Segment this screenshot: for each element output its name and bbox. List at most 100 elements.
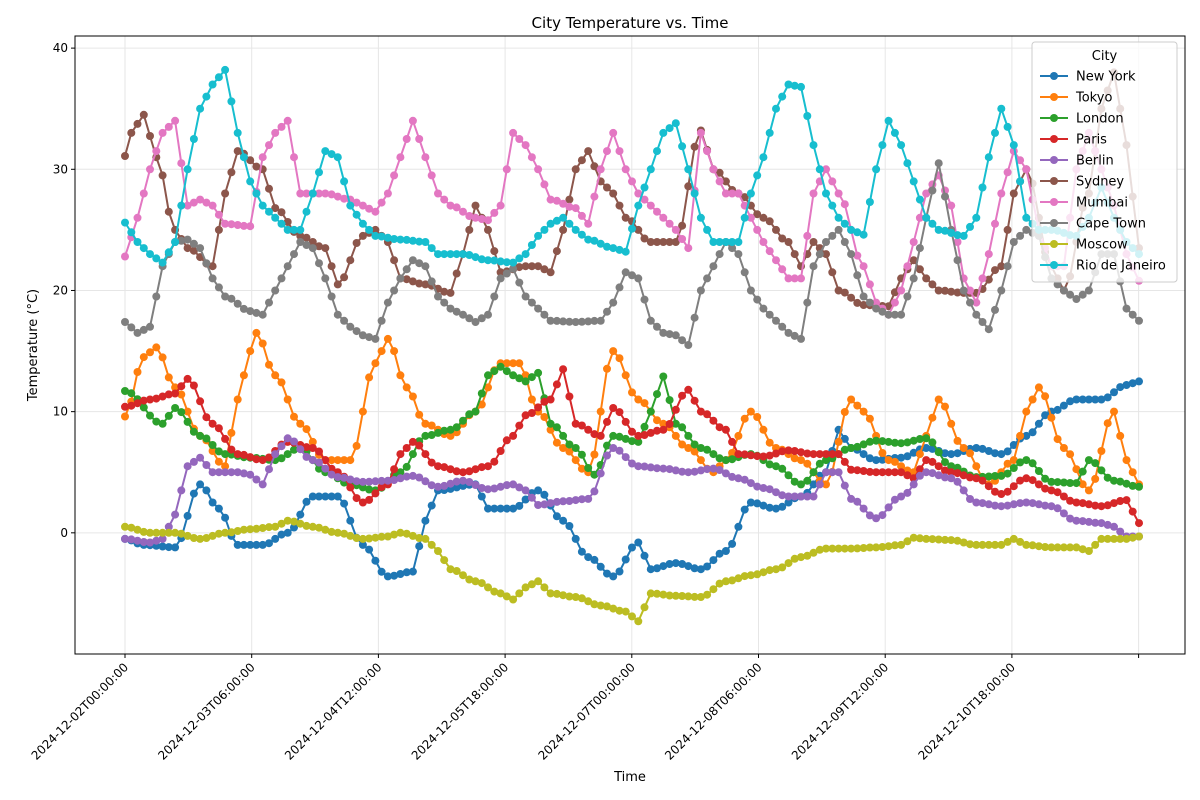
data-point — [577, 547, 586, 556]
data-point — [477, 389, 486, 398]
data-point — [221, 513, 230, 522]
data-point — [183, 244, 192, 253]
data-point — [784, 559, 793, 568]
data-point — [258, 540, 267, 549]
data-point — [477, 484, 486, 492]
data-point — [383, 532, 392, 541]
data-point — [759, 238, 768, 246]
data-point — [1135, 519, 1143, 528]
data-point — [628, 388, 636, 397]
data-point — [177, 159, 186, 168]
data-point — [1003, 447, 1012, 456]
data-point — [465, 225, 474, 234]
data-point — [127, 228, 136, 237]
data-point — [1053, 478, 1062, 487]
data-point — [221, 219, 230, 228]
data-point — [984, 472, 993, 481]
data-point — [778, 92, 787, 101]
data-point — [928, 469, 937, 478]
data-point — [634, 437, 643, 446]
data-point — [797, 553, 805, 562]
data-point — [521, 262, 530, 271]
data-point — [577, 317, 586, 326]
data-point — [1028, 499, 1037, 508]
data-point — [890, 495, 899, 504]
data-point — [258, 456, 267, 465]
legend-swatch-marker — [1050, 72, 1058, 80]
data-point — [621, 371, 630, 380]
data-point — [534, 304, 543, 313]
data-point — [978, 540, 987, 549]
data-point — [189, 198, 198, 207]
data-point — [171, 238, 180, 246]
data-point — [202, 461, 211, 469]
data-point — [496, 504, 505, 513]
data-point — [283, 528, 292, 537]
data-point — [778, 234, 787, 243]
data-point — [646, 165, 655, 174]
data-point — [790, 81, 799, 90]
data-point — [477, 492, 486, 501]
data-point — [678, 235, 687, 243]
data-point — [934, 286, 943, 295]
data-point — [703, 465, 712, 474]
data-point — [966, 449, 974, 458]
data-point — [502, 359, 511, 368]
data-point — [133, 213, 142, 222]
data-point — [277, 219, 286, 228]
data-point — [577, 594, 586, 603]
data-point — [571, 444, 580, 452]
data-point — [302, 497, 311, 506]
data-point — [634, 189, 643, 198]
data-point — [271, 128, 280, 137]
data-point — [803, 298, 812, 307]
data-point — [984, 250, 993, 259]
data-point — [928, 280, 937, 289]
data-point — [552, 380, 561, 389]
data-point — [947, 462, 956, 471]
data-point — [809, 492, 818, 501]
data-point — [865, 198, 874, 206]
data-point — [646, 238, 655, 246]
data-point — [653, 322, 661, 331]
data-point — [690, 142, 699, 151]
data-point — [828, 450, 837, 459]
data-point — [377, 532, 386, 541]
data-point — [490, 484, 499, 493]
data-point — [740, 505, 749, 514]
data-point — [308, 444, 317, 452]
data-point — [133, 399, 142, 408]
data-point — [878, 468, 887, 477]
data-point — [421, 419, 430, 428]
data-point — [1016, 458, 1025, 467]
data-point — [746, 407, 755, 416]
data-point — [853, 228, 862, 237]
data-point — [1047, 413, 1056, 422]
data-point — [465, 478, 474, 486]
data-point — [953, 449, 962, 458]
data-point — [590, 236, 599, 245]
data-point — [621, 555, 630, 564]
data-point — [646, 407, 655, 416]
data-point — [271, 450, 280, 459]
data-point — [671, 119, 680, 128]
data-point — [402, 529, 411, 538]
data-point — [772, 316, 780, 325]
data-point — [534, 262, 543, 271]
data-point — [333, 192, 342, 201]
data-point — [358, 331, 367, 340]
data-point — [277, 274, 286, 283]
data-point — [991, 501, 999, 510]
data-point — [928, 457, 937, 466]
data-point — [383, 233, 392, 242]
data-point — [296, 419, 305, 428]
data-point — [302, 452, 311, 461]
data-point — [847, 465, 856, 474]
data-point — [315, 523, 323, 532]
data-point — [803, 231, 812, 240]
data-point — [759, 425, 768, 434]
data-point — [1097, 395, 1106, 404]
data-point — [696, 466, 705, 475]
data-point — [427, 421, 436, 430]
